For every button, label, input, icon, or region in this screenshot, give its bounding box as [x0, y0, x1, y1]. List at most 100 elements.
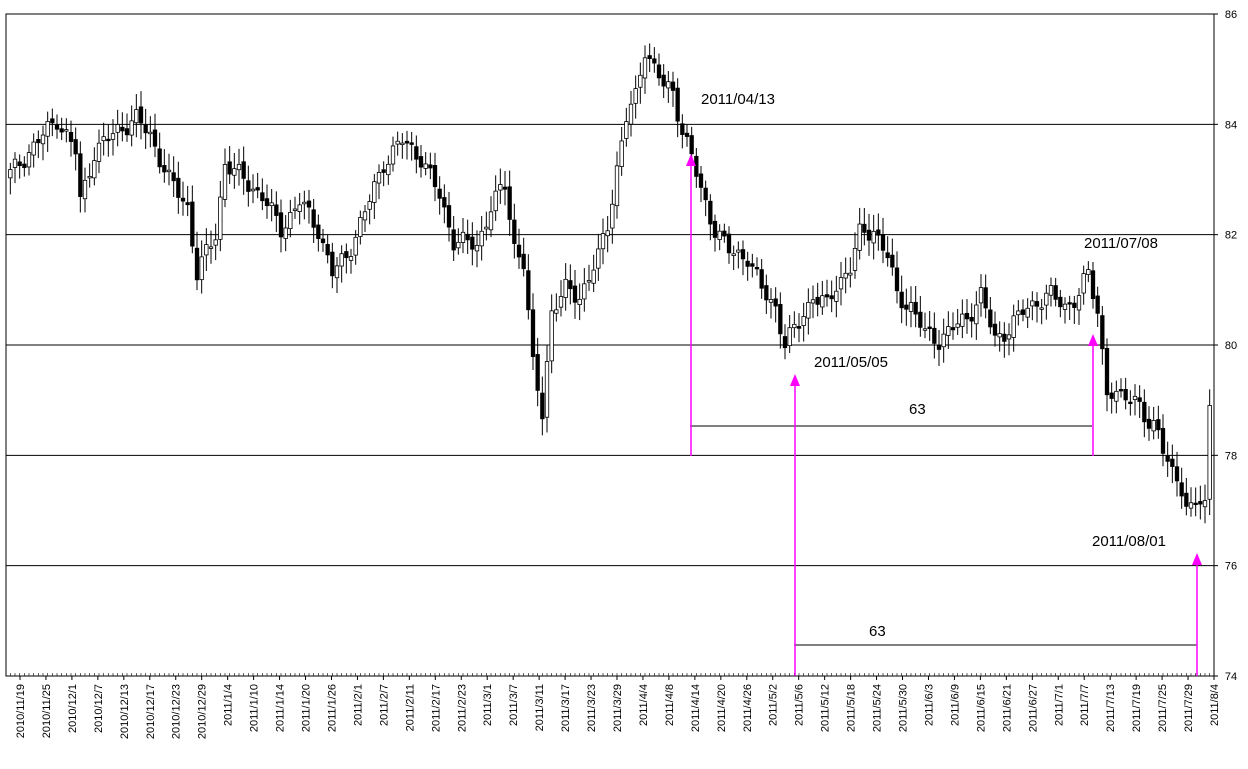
candle [1142, 389, 1147, 438]
candle [362, 205, 368, 232]
candle [600, 218, 606, 265]
candle-body [1174, 466, 1180, 482]
candle [1114, 380, 1119, 414]
candle [764, 274, 769, 314]
candle-body [1016, 310, 1021, 316]
x-tick-label: 2010/11/25 [41, 684, 53, 738]
x-tick-label: 2011/3/7 [508, 684, 520, 726]
candle-body [269, 202, 274, 207]
candle [950, 312, 956, 340]
candle [1030, 291, 1035, 321]
candle [913, 286, 918, 328]
candle [148, 116, 153, 148]
candle [199, 240, 204, 294]
candle-body [1179, 482, 1184, 497]
candle-body [292, 208, 298, 211]
candle-body [624, 121, 629, 139]
candle [162, 149, 167, 183]
candle [106, 124, 111, 157]
candle-body [820, 295, 825, 308]
candle-body [605, 230, 610, 237]
candle [87, 163, 92, 188]
candle [456, 228, 461, 255]
arrow-head-aug01 [1192, 553, 1202, 565]
x-tick-label: 2011/7/1 [1053, 684, 1065, 726]
candle-body [1086, 269, 1091, 275]
candle-body [922, 328, 928, 331]
candle-body [927, 326, 932, 330]
candle [50, 108, 55, 137]
candle-body [376, 172, 382, 184]
candle [474, 230, 480, 268]
candle [656, 53, 662, 86]
candle-body [339, 253, 344, 267]
candle [885, 236, 890, 267]
candle-body [283, 227, 288, 239]
candle-body [1100, 315, 1105, 350]
candle-body [810, 299, 816, 304]
candle [446, 192, 452, 242]
candle [1011, 304, 1016, 352]
candle-body [120, 126, 125, 132]
candle [932, 312, 937, 359]
candle [218, 180, 223, 252]
candle [1076, 288, 1082, 325]
candle [423, 152, 428, 176]
candle [1016, 300, 1021, 326]
candle-body [1170, 458, 1175, 467]
candle-body [302, 201, 307, 205]
candle [927, 310, 932, 341]
candle [274, 191, 279, 233]
candle [1053, 277, 1058, 307]
candle [190, 185, 195, 254]
candle-body [1142, 401, 1147, 423]
candle [390, 136, 396, 172]
candle [344, 243, 349, 274]
candle-body [792, 323, 797, 329]
candle [796, 313, 802, 343]
candle-body [843, 272, 848, 279]
candle [778, 292, 783, 349]
candle-body [264, 198, 270, 207]
candle [22, 156, 27, 177]
candle-body [320, 238, 326, 244]
candle [591, 254, 596, 293]
candle-body [512, 219, 517, 244]
candle [12, 152, 18, 184]
candle-body [274, 204, 279, 216]
candle [194, 231, 200, 291]
candle [381, 161, 386, 187]
x-tick-label: 2010/12/7 [93, 684, 105, 733]
x-tick-label: 2011/6/3 [923, 684, 935, 726]
candle [722, 223, 727, 243]
candle [465, 219, 470, 255]
x-tick-label: 2010/12/29 [197, 684, 209, 739]
candle [619, 126, 624, 176]
candle-body [50, 118, 55, 124]
x-tick-label: 2011/5/24 [872, 684, 884, 732]
candle [311, 198, 316, 243]
candle [1002, 322, 1007, 358]
candle-body [698, 173, 704, 188]
candle-body [1020, 309, 1026, 315]
candle [40, 125, 46, 161]
candle [1025, 298, 1030, 329]
candle [1165, 441, 1170, 477]
candle [143, 108, 148, 150]
candle-body [236, 163, 242, 171]
candle-body [801, 316, 806, 326]
candle-body [390, 145, 396, 165]
x-tick-label: 2011/2/1 [352, 684, 364, 726]
candle-body [652, 58, 657, 64]
candle-body [642, 57, 648, 79]
candle [409, 131, 414, 161]
candle-body [82, 179, 88, 200]
candle-body [87, 175, 92, 179]
candle-body [1081, 273, 1086, 294]
candle-body [68, 131, 74, 142]
candle [502, 171, 508, 206]
candle [960, 299, 965, 339]
candle [1132, 384, 1138, 416]
candle [1202, 484, 1208, 524]
candle [904, 288, 909, 326]
